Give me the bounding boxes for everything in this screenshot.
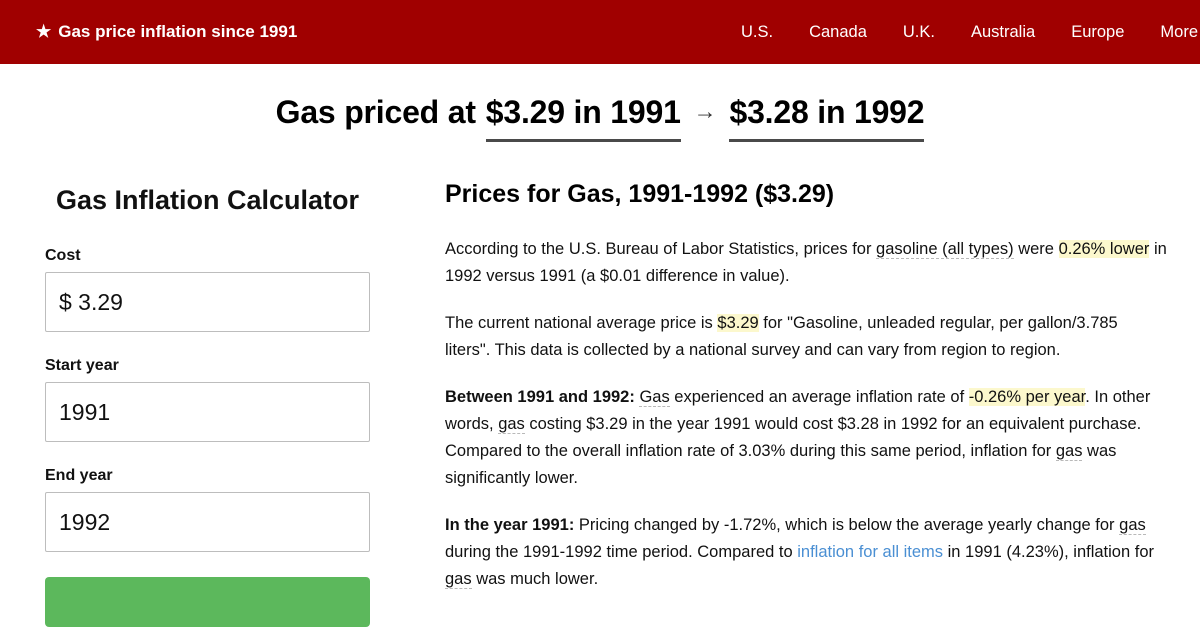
text-segment: for "Gasoline, unleaded regular, per gal… bbox=[445, 314, 1118, 359]
navbar: ★ Gas price inflation since 1991 U.S. Ca… bbox=[0, 0, 1200, 64]
hero-to-link[interactable]: $3.28 in 1992 bbox=[729, 94, 925, 142]
article: Prices for Gas, 1991-1992 ($3.29) Accord… bbox=[445, 178, 1167, 627]
text-segment: Pricing changed by -1.72%, which is belo… bbox=[578, 516, 1120, 534]
text-segment: was significantly lower. bbox=[445, 442, 1117, 487]
text-segment: According to the U.S. Bureau of Labor St… bbox=[445, 240, 877, 258]
end-year-input[interactable] bbox=[45, 492, 370, 552]
start-year-input[interactable] bbox=[45, 382, 370, 442]
text-segment: The current national average price is bbox=[445, 314, 718, 332]
text-segment: In the year 1991: bbox=[445, 516, 579, 534]
cost-field: Cost bbox=[45, 247, 370, 332]
text-segment: was much lower. bbox=[471, 570, 599, 588]
nav-item-more[interactable]: More bbox=[1160, 22, 1198, 41]
start-year-field: Start year bbox=[45, 357, 370, 442]
article-paragraph-2: The current national average price is $3… bbox=[445, 310, 1167, 364]
text-segment: gas bbox=[445, 570, 472, 589]
hero-prefix: Gas priced at bbox=[275, 94, 476, 130]
inline-link[interactable]: inflation for all items bbox=[797, 543, 944, 561]
nav-item-australia[interactable]: Australia bbox=[970, 22, 1036, 41]
text-segment: gas bbox=[1055, 442, 1083, 461]
text-segment: gas bbox=[1119, 516, 1146, 535]
cost-label: Cost bbox=[45, 247, 81, 264]
calculator-panel: Gas Inflation Calculator Cost Start year… bbox=[45, 178, 370, 627]
hero-arrow: → bbox=[693, 98, 717, 124]
text-segment: costing $3.29 in the year 1991 would cos… bbox=[445, 415, 1142, 460]
nav-item-uk[interactable]: U.K. bbox=[902, 22, 935, 41]
text-segment: gasoline (all types) bbox=[876, 240, 1014, 259]
end-year-field: End year bbox=[45, 467, 370, 552]
text-segment: in 1992 versus 1991 (a $0.01 difference … bbox=[445, 240, 1167, 285]
text-segment: were bbox=[1013, 240, 1059, 258]
end-year-label: End year bbox=[45, 467, 113, 484]
text-segment: experienced an average inflation rate of bbox=[669, 388, 969, 406]
brand-title: Gas price inflation since 1991 bbox=[58, 22, 298, 41]
nav-item-us[interactable]: U.S. bbox=[740, 22, 774, 41]
text-segment: . In other words, bbox=[445, 388, 1151, 433]
start-year-label: Start year bbox=[45, 357, 119, 374]
text-segment: Gas bbox=[639, 388, 670, 407]
calculate-button[interactable] bbox=[45, 577, 370, 627]
cost-input[interactable] bbox=[45, 272, 370, 332]
text-segment: Between 1991 and 1992: bbox=[445, 388, 640, 406]
article-heading: Prices for Gas, 1991-1992 ($3.29) bbox=[445, 180, 835, 208]
text-segment: in 1991 (4.23%), inflation for bbox=[943, 543, 1155, 561]
brand-link[interactable]: ★ Gas price inflation since 1991 bbox=[36, 22, 297, 42]
text-segment: -0.26% per year bbox=[968, 388, 1086, 406]
text-segment: $3.29 bbox=[717, 314, 759, 332]
calculator-title: Gas Inflation Calculator bbox=[55, 185, 360, 215]
article-paragraph-1: According to the U.S. Bureau of Labor St… bbox=[445, 236, 1167, 290]
text-segment: 0.26% lower bbox=[1058, 240, 1150, 258]
hero-title: Gas priced at $3.29 in 1991 → $3.28 in 1992 bbox=[0, 94, 1200, 142]
nav-item-canada[interactable]: Canada bbox=[809, 22, 867, 41]
nav-item-europe[interactable]: Europe bbox=[1071, 22, 1125, 41]
text-segment: during the 1991-1992 time period. Compar… bbox=[445, 543, 798, 561]
text-segment: gas bbox=[498, 415, 525, 434]
star-icon: ★ bbox=[36, 22, 52, 41]
nav-links: U.S. Canada U.K. Australia Europe More bbox=[741, 23, 1198, 42]
article-paragraph-4: In the year 1991: Pricing changed by -1.… bbox=[445, 512, 1167, 593]
hero-from-link[interactable]: $3.29 in 1991 bbox=[485, 94, 681, 142]
article-paragraph-3: Between 1991 and 1992: Gas experienced a… bbox=[445, 384, 1167, 492]
main-content: Gas Inflation Calculator Cost Start year… bbox=[0, 178, 1200, 627]
